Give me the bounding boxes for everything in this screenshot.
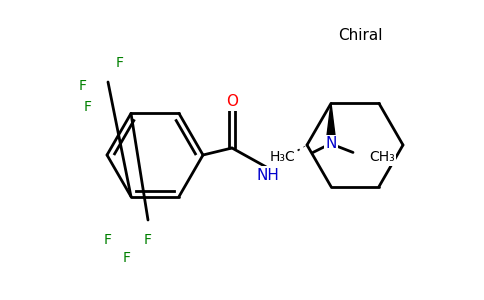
- Text: NH: NH: [257, 167, 279, 182]
- Text: H₃C: H₃C: [269, 150, 295, 164]
- Text: F: F: [144, 233, 152, 247]
- Text: F: F: [79, 79, 87, 93]
- Text: N: N: [325, 136, 337, 151]
- Text: Chiral: Chiral: [338, 28, 382, 43]
- Text: F: F: [84, 100, 92, 114]
- Text: F: F: [116, 56, 124, 70]
- Text: O: O: [226, 94, 238, 110]
- Text: F: F: [123, 251, 131, 265]
- Text: CH₃: CH₃: [369, 150, 395, 164]
- Text: F: F: [104, 233, 112, 247]
- Polygon shape: [327, 103, 335, 135]
